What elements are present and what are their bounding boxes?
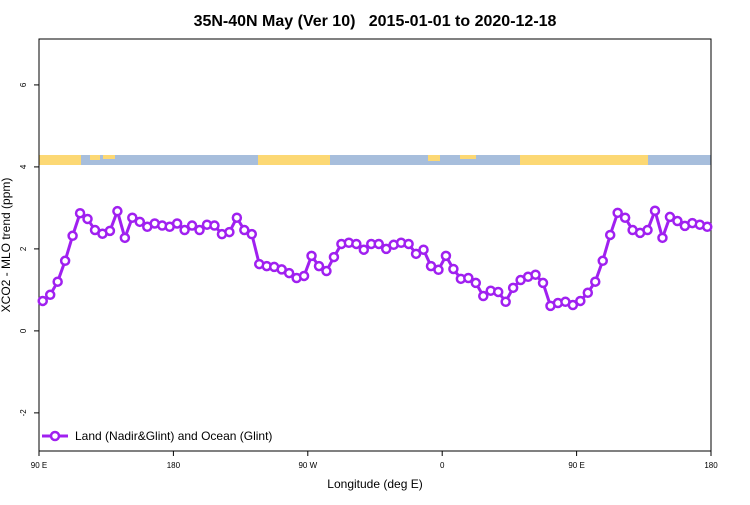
legend-label: Land (Nadir&Glint) and Ocean (Glint) [75, 429, 272, 443]
data-point [537, 277, 549, 289]
data-point [530, 269, 541, 280]
data-point [702, 221, 713, 233]
data-point [351, 238, 362, 250]
data-point [649, 205, 661, 217]
x-tick-label: 90 E [568, 461, 584, 470]
data-point [672, 215, 683, 227]
y-tick-label: -2 [19, 409, 28, 417]
data-point [373, 238, 384, 250]
data-point [306, 250, 317, 262]
data-point [507, 282, 519, 294]
data-point [209, 220, 220, 231]
data-point [186, 220, 198, 231]
data-point [37, 295, 48, 307]
data-point [67, 230, 78, 242]
y-tick-label: 2 [19, 246, 28, 251]
data-point [246, 228, 258, 240]
data-point [463, 272, 474, 284]
data-point [224, 226, 235, 238]
x-tick-label: 0 [440, 461, 445, 470]
data-point [52, 276, 63, 287]
data-point [127, 212, 138, 223]
data-point [380, 243, 392, 255]
x-axis-label: Longitude (deg E) [327, 477, 422, 491]
data-point [597, 255, 608, 267]
plot-frame [38, 38, 712, 452]
data-point [433, 264, 444, 276]
data-point [104, 225, 116, 237]
data-point [582, 287, 594, 299]
y-tick-label: 0 [19, 328, 28, 333]
data-point [567, 299, 579, 311]
data-point [358, 244, 370, 255]
data-point [500, 296, 511, 308]
data-point [664, 211, 676, 223]
data-point [119, 232, 131, 244]
data-point [448, 263, 459, 275]
y-tick-label: 6 [19, 82, 28, 87]
data-point [59, 255, 71, 267]
x-tick-label: 90 E [31, 461, 47, 470]
data-point [231, 212, 243, 223]
data-point [82, 213, 93, 225]
x-tick-label: 90 W [298, 461, 317, 470]
land-ocean-strip [39, 155, 711, 165]
data-point [470, 277, 482, 289]
x-tick-label: 180 [704, 461, 718, 470]
data-point [410, 248, 422, 260]
data-point [134, 216, 146, 228]
data-point [321, 265, 332, 277]
data-point [179, 224, 190, 236]
data-point [171, 218, 183, 229]
data-point [313, 260, 325, 272]
data-point [440, 250, 452, 262]
data-point [478, 290, 489, 302]
data-point [194, 224, 205, 236]
data-point [619, 212, 631, 223]
data-point [492, 286, 504, 298]
data-point [604, 229, 616, 241]
data-point [657, 232, 668, 244]
data-point [44, 289, 56, 301]
data-point [642, 224, 653, 236]
chart-title: 35N-40N May (Ver 10) 2015-01-01 to 2020-… [194, 13, 557, 30]
y-tick-label: 4 [19, 164, 28, 169]
data-point [418, 244, 429, 255]
data-point [403, 238, 414, 250]
data-point [612, 207, 623, 219]
data-point [590, 276, 601, 287]
data-point [74, 207, 86, 219]
data-point [328, 251, 340, 263]
data-point [283, 267, 295, 279]
y-axis-label: XCO2 - MLO trend (ppm) [0, 178, 13, 313]
data-point [239, 224, 250, 236]
x-tick-label: 180 [167, 461, 181, 470]
legend-marker [49, 430, 61, 442]
data-point [575, 295, 586, 307]
data-point [112, 205, 123, 217]
data-point [298, 270, 310, 282]
